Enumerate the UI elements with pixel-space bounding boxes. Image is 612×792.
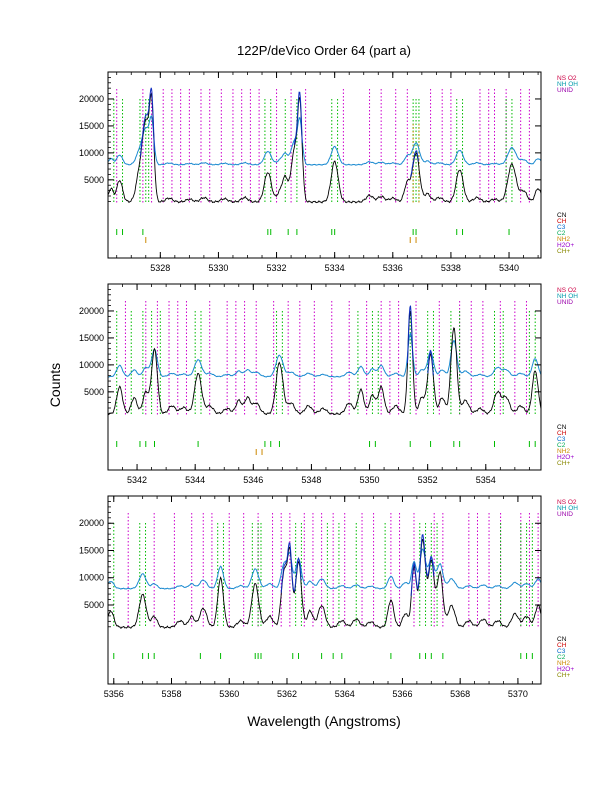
y-tick-label: 15000 <box>79 545 104 555</box>
lower-legend-label: H2O+ <box>557 666 574 673</box>
x-tick-label: 5342 <box>127 475 147 485</box>
x-tick-label: 5356 <box>104 689 124 699</box>
upper-legend-label: NS O2 <box>557 499 577 506</box>
panel-frame <box>107 495 542 685</box>
blend-spectrum-line <box>406 305 414 364</box>
lower-legend-label: CH+ <box>557 672 570 679</box>
lower-legend-label: C2 <box>557 654 566 661</box>
lower-legend-label: C2 <box>557 442 566 449</box>
lower-legend-label: CN <box>557 424 567 431</box>
lower-legend-label: CH+ <box>557 248 570 255</box>
x-tick-label: 5348 <box>301 475 321 485</box>
blend-spectrum-line <box>410 533 435 596</box>
x-tick-label: 5338 <box>441 263 461 273</box>
lower-legend-label: C2 <box>557 230 566 237</box>
blend-spectrum-line <box>427 349 434 376</box>
lower-legend-label: NH2 <box>557 236 570 243</box>
x-tick-label: 5370 <box>508 689 528 699</box>
chart-title: 122P/deVico Order 64 (part a) <box>237 43 411 58</box>
y-tick-label: 5000 <box>84 600 104 610</box>
panel-frame <box>107 283 542 471</box>
y-tick-label: 15000 <box>79 333 104 343</box>
x-tick-label: 5330 <box>208 263 228 273</box>
x-tick-label: 5364 <box>335 689 355 699</box>
x-tick-label: 5354 <box>476 475 496 485</box>
observed-spectrum-line <box>108 93 541 204</box>
upper-legend-label: NH OH <box>557 81 578 88</box>
x-tick-label: 5352 <box>418 475 438 485</box>
lower-legend-label: CH <box>557 430 567 437</box>
y-tick-label: 10000 <box>79 573 104 583</box>
x-tick-label: 5336 <box>383 263 403 273</box>
model-spectrum-line <box>108 332 541 378</box>
y-tick-label: 10000 <box>79 148 104 158</box>
x-tick-label: 5362 <box>277 689 297 699</box>
x-tick-label: 5328 <box>150 263 170 273</box>
y-tick-label: 5000 <box>84 387 104 397</box>
model-spectrum-line <box>108 548 541 590</box>
y-tick-label: 20000 <box>79 94 104 104</box>
y-tick-label: 20000 <box>79 518 104 528</box>
plot-area <box>108 87 541 243</box>
upper-legend-label: UNID <box>557 87 573 94</box>
blend-spectrum-line <box>139 87 155 157</box>
lower-legend-label: CH+ <box>557 460 570 467</box>
lower-legend-label: NH2 <box>557 660 570 667</box>
lower-legend-label: CH <box>557 218 567 225</box>
x-tick-label: 5344 <box>185 475 205 485</box>
panel-2: 5342 5344 5346 5348 5350 5352 5354 5000 10000 150… <box>79 283 578 485</box>
upper-legend-label: UNID <box>557 299 573 306</box>
lower-legend-label: CN <box>557 212 567 219</box>
lower-legend-label: NH2 <box>557 448 570 455</box>
x-tick-label: 5334 <box>325 263 345 273</box>
panel-frame <box>107 71 542 259</box>
y-tick-label: 15000 <box>79 121 104 131</box>
lower-legend-label: CH <box>557 642 567 649</box>
lower-legend-label: H2O+ <box>557 454 574 461</box>
y-axis-label: Counts <box>47 363 63 407</box>
x-tick-label: 5350 <box>360 475 380 485</box>
plot-area <box>108 513 541 659</box>
lower-legend-label: C3 <box>557 648 566 655</box>
x-tick-label: 5358 <box>161 689 181 699</box>
upper-legend-label: NS O2 <box>557 287 577 294</box>
blend-spectrum-line <box>280 542 302 593</box>
lower-legend-label: C3 <box>557 224 566 231</box>
lower-legend-label: CN <box>557 636 567 643</box>
panel-1: 5328 5330 5332 5334 5336 5338 5340 5000 10000 150… <box>79 71 578 273</box>
lower-legend-label: C3 <box>557 436 566 443</box>
x-tick-label: 5332 <box>267 263 287 273</box>
upper-legend-label: NH OH <box>557 505 578 512</box>
panels-group: 5328 5330 5332 5334 5336 5338 5340 5000 10000 150… <box>79 71 578 699</box>
blend-spectrum-line <box>293 91 303 145</box>
lower-legend-label: H2O+ <box>557 242 574 249</box>
model-spectrum-line <box>108 114 541 166</box>
x-tick-label: 5366 <box>392 689 412 699</box>
x-tick-label: 5368 <box>450 689 470 699</box>
y-tick-label: 10000 <box>79 360 104 370</box>
upper-legend-label: UNID <box>557 511 573 518</box>
x-axis-label: Wavelength (Angstroms) <box>247 713 401 729</box>
x-tick-label: 5340 <box>499 263 519 273</box>
plot-area <box>108 301 541 455</box>
blend-spectrum-line <box>410 150 419 177</box>
observed-spectrum-line <box>108 538 541 629</box>
upper-legend-label: NS O2 <box>557 75 577 82</box>
y-tick-label: 5000 <box>84 175 104 185</box>
panel-3: 5356 5358 5360 5362 5364 5366 5368 5370 5000 1000… <box>79 495 578 699</box>
x-tick-label: 5346 <box>243 475 263 485</box>
observed-spectrum-line <box>108 310 541 416</box>
y-tick-label: 20000 <box>79 306 104 316</box>
upper-legend-label: NH OH <box>557 293 578 300</box>
x-tick-label: 5360 <box>219 689 239 699</box>
